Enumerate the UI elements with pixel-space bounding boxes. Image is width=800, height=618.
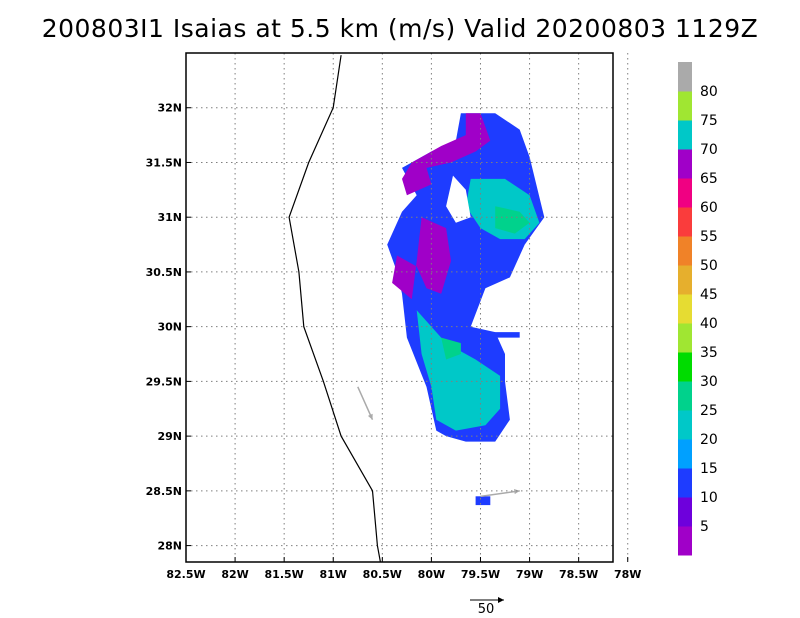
wind-vector-head xyxy=(514,489,520,495)
wind-region-blob-south xyxy=(475,496,491,506)
colorbar-segment xyxy=(678,468,692,498)
colorbar-label: 80 xyxy=(700,84,718,100)
colorbar-label: 10 xyxy=(700,490,718,506)
colorbar-segment xyxy=(678,526,692,556)
x-tick-label: 78W xyxy=(614,568,641,581)
wind-region-purple-north xyxy=(402,113,491,196)
colorbar-segment xyxy=(678,207,692,237)
colorbar-segment xyxy=(678,62,692,92)
wind-vector-head xyxy=(367,413,373,420)
wind-region-green-core-north xyxy=(495,206,530,234)
x-tick-label: 81W xyxy=(320,568,347,581)
colorbar-segment xyxy=(678,294,692,324)
scale-arrow-head xyxy=(498,597,504,603)
colorbar-label: 25 xyxy=(700,403,718,419)
colorbar-label: 45 xyxy=(700,287,718,303)
wind-region-green-core-south xyxy=(441,337,461,360)
chart-title: 200803I1 Isaias at 5.5 km (m/s) Valid 20… xyxy=(41,14,759,43)
x-tick-label: 81.5W xyxy=(265,568,304,581)
y-tick-label: 29.5N xyxy=(146,375,182,388)
x-tick-label: 79W xyxy=(516,568,543,581)
wind-region-cyan-south xyxy=(416,310,501,431)
x-tick-label: 80.5W xyxy=(363,568,402,581)
wind-vector xyxy=(357,386,374,421)
wind-vectors xyxy=(357,386,520,498)
colorbar-segment xyxy=(678,91,692,121)
wind-vector xyxy=(480,490,520,498)
y-tick-label: 29N xyxy=(157,430,182,443)
coastline xyxy=(288,55,381,562)
y-tick-label: 28N xyxy=(157,540,182,553)
wind-region-band-east xyxy=(455,332,520,338)
colorbar-label: 15 xyxy=(700,461,718,477)
x-tick-label: 78.5W xyxy=(559,568,598,581)
x-tick-label: 80W xyxy=(418,568,445,581)
colorbar-label: 5 xyxy=(700,519,709,535)
colorbar: 5 10 15 20 25 30 35 40 45 50 55 60 65 70 75 80 xyxy=(678,62,718,556)
x-axis: 82.5W 82W 81.5W 81W 80.5W 80W 79.5W 79W 78.5W 78W xyxy=(166,557,641,581)
y-tick-label: 28.5N xyxy=(146,485,182,498)
colorbar-label: 60 xyxy=(700,200,718,216)
y-tick-label: 31.5N xyxy=(146,156,182,169)
colorbar-label: 30 xyxy=(700,374,718,390)
colorbar-segment xyxy=(678,236,692,266)
scale-vector-label: 50 xyxy=(478,602,495,617)
colorbar-segment xyxy=(678,410,692,440)
y-tick-label: 32N xyxy=(157,102,182,115)
colorbar-label: 55 xyxy=(700,229,718,245)
colorbar-label: 75 xyxy=(700,113,718,129)
colorbar-segment xyxy=(678,120,692,150)
y-tick-label: 30N xyxy=(157,321,182,334)
colorbar-segment xyxy=(678,265,692,295)
scale-vector: 50 xyxy=(470,597,504,617)
colorbar-segment xyxy=(678,323,692,353)
wind-region-eye-hole xyxy=(446,175,471,223)
colorbar-label: 70 xyxy=(700,142,718,158)
colorbar-segment xyxy=(678,381,692,411)
colorbar-label: 40 xyxy=(700,316,718,332)
colorbar-segment xyxy=(678,439,692,469)
y-axis: 28N 28.5N 29N 29.5N 30N 30.5N 31N 31.5N 32N xyxy=(146,102,191,553)
grid-lines xyxy=(186,53,629,562)
y-tick-label: 30.5N xyxy=(146,266,182,279)
colorbar-segment xyxy=(678,149,692,179)
colorbar-label: 35 xyxy=(700,345,718,361)
colorbar-label: 20 xyxy=(700,432,718,448)
colorbar-label: 50 xyxy=(700,258,718,274)
colorbar-segment xyxy=(678,178,692,208)
wind-field xyxy=(387,113,545,506)
x-tick-label: 79.5W xyxy=(461,568,500,581)
x-tick-label: 82.5W xyxy=(166,568,205,581)
wind-region-purple-west xyxy=(392,217,451,300)
colorbar-segment xyxy=(678,497,692,527)
x-tick-label: 82W xyxy=(221,568,248,581)
plot-frame xyxy=(185,52,614,563)
y-tick-label: 31N xyxy=(157,211,182,224)
colorbar-segment xyxy=(678,352,692,382)
colorbar-label: 65 xyxy=(700,171,718,187)
